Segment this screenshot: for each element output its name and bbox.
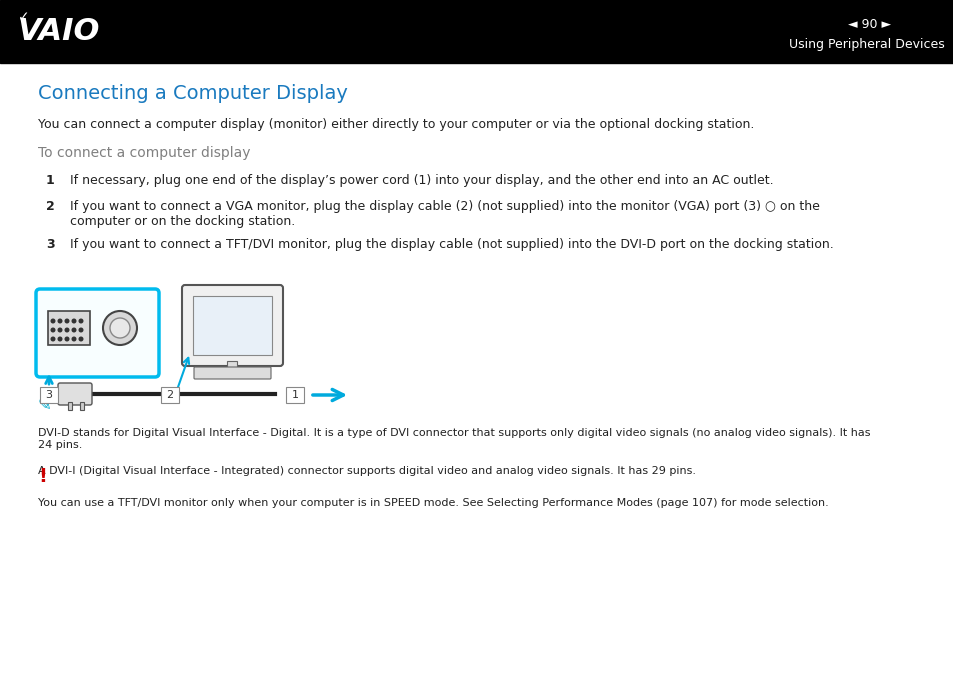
Text: 1: 1 — [292, 390, 298, 400]
Circle shape — [79, 337, 83, 341]
Circle shape — [79, 319, 83, 323]
Circle shape — [72, 337, 75, 341]
Text: A DVI-I (Digital Visual Interface - Integrated) connector supports digital video: A DVI-I (Digital Visual Interface - Inte… — [38, 466, 696, 476]
Circle shape — [103, 311, 137, 345]
Circle shape — [51, 337, 54, 341]
Text: 2: 2 — [166, 390, 173, 400]
Text: ◄ 90 ►: ◄ 90 ► — [847, 18, 891, 31]
Text: 3: 3 — [46, 390, 52, 400]
Text: DVI-D stands for Digital Visual Interface - Digital. It is a type of DVI connect: DVI-D stands for Digital Visual Interfac… — [38, 428, 869, 450]
Text: ✎: ✎ — [38, 396, 51, 414]
Bar — [80, 402, 84, 410]
Circle shape — [58, 319, 62, 323]
Bar — [286, 387, 304, 403]
Bar — [227, 361, 236, 370]
Text: 3: 3 — [46, 238, 54, 251]
Text: !: ! — [38, 467, 47, 486]
Text: Using Peripheral Devices: Using Peripheral Devices — [788, 38, 944, 51]
Circle shape — [65, 319, 69, 323]
Text: If you want to connect a TFT/DVI monitor, plug the display cable (not supplied) : If you want to connect a TFT/DVI monitor… — [70, 238, 833, 251]
Circle shape — [72, 319, 75, 323]
Text: To connect a computer display: To connect a computer display — [38, 146, 251, 160]
Circle shape — [51, 328, 54, 332]
Circle shape — [79, 328, 83, 332]
FancyBboxPatch shape — [36, 289, 159, 377]
Text: 2: 2 — [46, 200, 54, 213]
Circle shape — [110, 318, 130, 338]
Text: If necessary, plug one end of the display’s power cord (1) into your display, an: If necessary, plug one end of the displa… — [70, 174, 773, 187]
FancyBboxPatch shape — [58, 383, 91, 405]
Text: VAIO: VAIO — [18, 17, 100, 46]
Circle shape — [65, 328, 69, 332]
Bar — [48, 311, 90, 345]
Text: ✓: ✓ — [18, 10, 30, 24]
Circle shape — [51, 319, 54, 323]
Text: 1: 1 — [46, 174, 54, 187]
FancyBboxPatch shape — [182, 285, 283, 366]
Bar — [161, 387, 179, 403]
Text: Connecting a Computer Display: Connecting a Computer Display — [38, 84, 348, 103]
Circle shape — [72, 328, 75, 332]
Bar — [193, 296, 272, 355]
Text: You can connect a computer display (monitor) either directly to your computer or: You can connect a computer display (moni… — [38, 118, 754, 131]
Text: If you want to connect a VGA monitor, plug the display cable (2) (not supplied) : If you want to connect a VGA monitor, pl… — [70, 200, 819, 228]
Circle shape — [58, 337, 62, 341]
Circle shape — [58, 328, 62, 332]
FancyBboxPatch shape — [193, 367, 271, 379]
Circle shape — [65, 337, 69, 341]
Text: You can use a TFT/DVI monitor only when your computer is in SPEED mode. See Sele: You can use a TFT/DVI monitor only when … — [38, 498, 828, 508]
Bar — [0, 0, 953, 63]
Bar — [40, 387, 58, 403]
Bar — [68, 402, 71, 410]
